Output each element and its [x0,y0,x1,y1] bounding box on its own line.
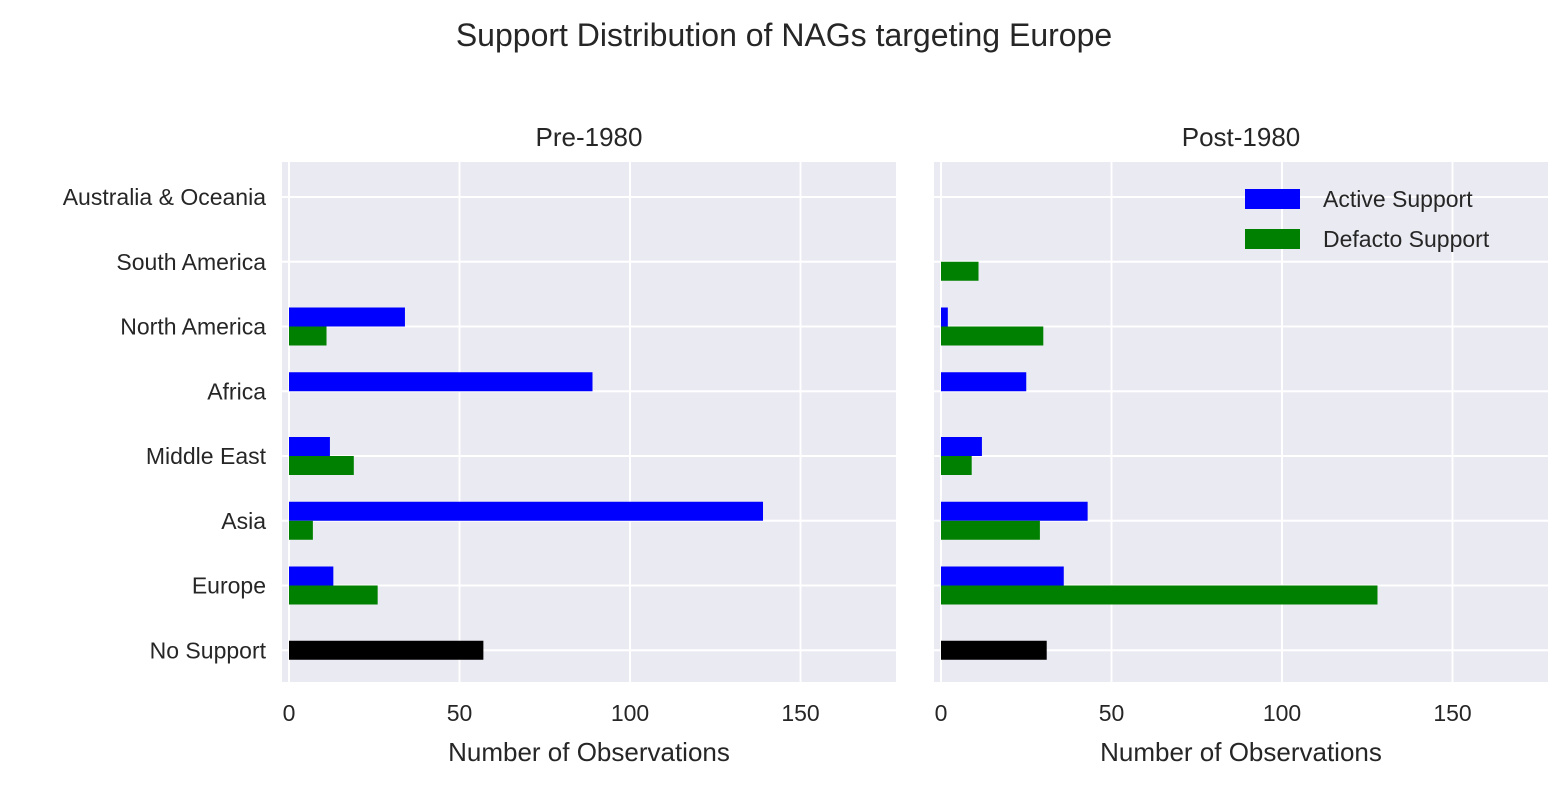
x-tick-label: 150 [1433,700,1471,726]
subplot-title: Pre-1980 [536,122,643,152]
y-tick-label: South America [116,249,266,275]
y-tick-label: Australia & Oceania [63,184,266,210]
plot-background [282,162,896,682]
bar [941,520,1040,540]
legend-swatch [1245,229,1300,249]
bar [289,326,327,346]
x-tick-label: 0 [283,700,296,726]
subplot-2: 0 50 100 150 Post-1980 Number of Observations… [934,122,1548,767]
bar [941,437,982,456]
bar [289,456,354,475]
bar [289,372,593,392]
figure-suptitle: Support Distribution of NAGs targeting E… [456,17,1112,53]
y-tick-label: Asia [221,508,266,534]
bar [289,566,334,586]
bar [941,501,1088,521]
y-tick-label: Africa [207,378,266,404]
bar [289,307,405,327]
bar [289,520,313,540]
bar [289,640,484,660]
x-tick-label: 50 [1099,700,1125,726]
bar [941,261,979,281]
bar [289,437,330,456]
bar [941,372,1027,392]
bar [941,456,972,475]
y-tick-label: North America [120,314,266,340]
bar [941,326,1044,346]
legend-label: Active Support [1323,186,1473,212]
subplot-1: 0 50 100 150 No Support Europe Asia Middle East… [63,122,896,767]
x-tick-label: 50 [447,700,473,726]
subplot-title: Post-1980 [1182,122,1301,152]
x-axis-label: Number of Observations [448,737,730,767]
x-tick-label: 100 [1263,700,1301,726]
y-tick-label: Middle East [146,443,267,469]
y-tick-label: Europe [192,573,266,599]
x-axis-label: Number of Observations [1100,737,1382,767]
x-tick-label: 100 [611,700,649,726]
legend: Active Support Defacto Support [1245,186,1490,252]
bar [941,566,1064,586]
bar [941,585,1378,605]
bar [289,501,764,521]
y-tick-label: No Support [150,637,267,663]
x-tick-label: 0 [935,700,948,726]
bar [289,585,378,605]
x-tick-label: 150 [781,700,819,726]
bar [941,640,1047,660]
bar [941,307,948,327]
legend-label: Defacto Support [1323,226,1490,252]
legend-swatch [1245,189,1300,209]
